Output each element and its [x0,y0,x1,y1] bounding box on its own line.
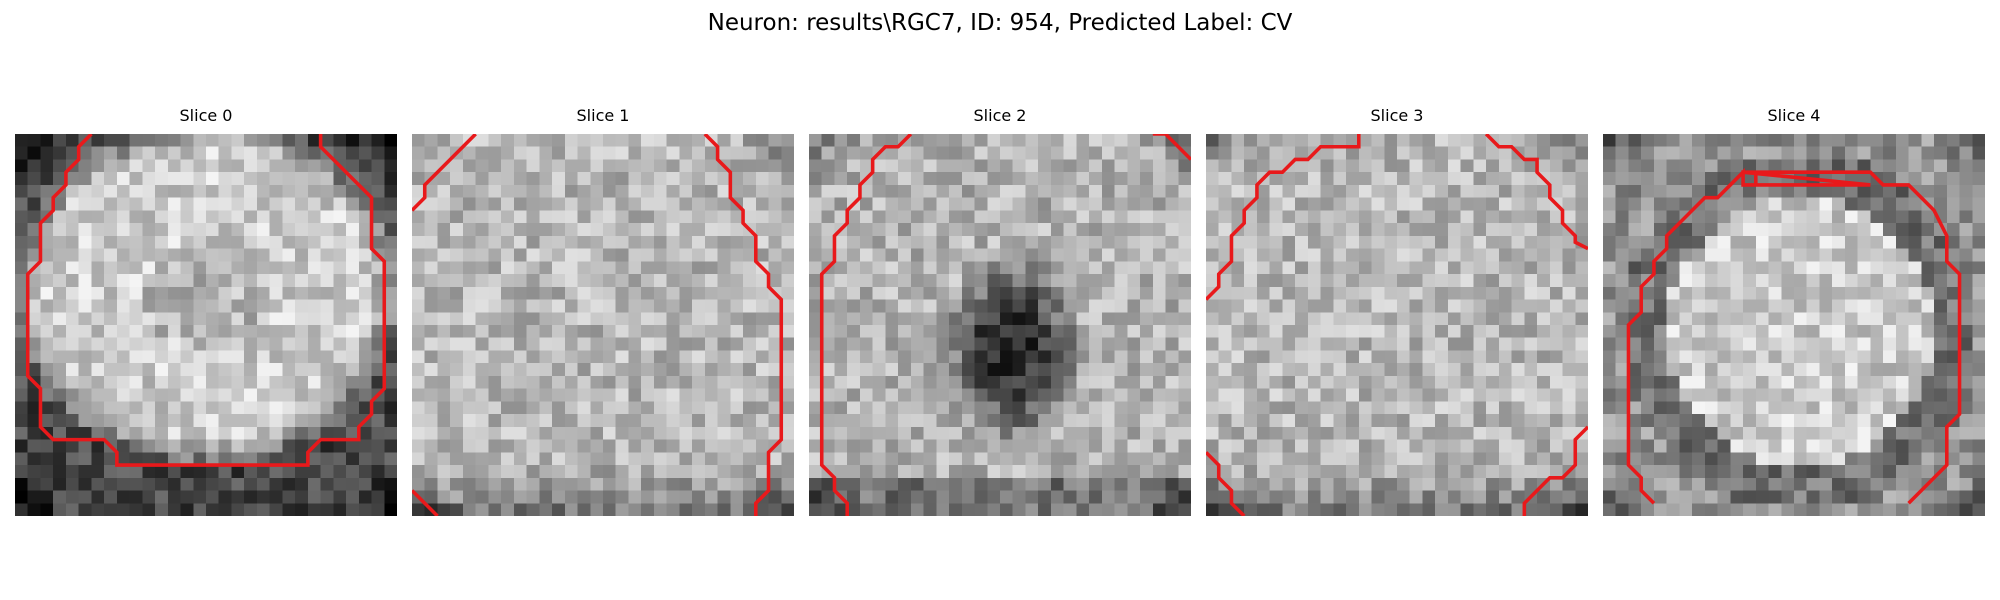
segmentation-contour [1484,134,1588,251]
slice-image-3 [1206,134,1588,516]
segmentation-contour [819,134,913,516]
slice-title-1: Slice 1 [576,106,630,125]
figure-title: Neuron: results\RGC7, ID: 954, Predicted… [707,10,1293,36]
segmentation-contour [412,134,477,212]
slice-image-0 [15,134,397,516]
slice-image-1 [412,134,794,516]
segmentation-contour [1626,167,1962,505]
segmentation-contour [703,134,784,516]
slice-title-2: Slice 2 [973,106,1027,125]
segmentation-contour [1522,425,1588,516]
slice-title-3: Slice 3 [1370,106,1424,125]
segmentation-contour [412,489,439,516]
segmentation-contour [1206,134,1361,301]
slice-panel-1: Slice 1 [412,106,794,516]
segmentation-contour [1152,134,1191,161]
slice-image-2 [809,134,1191,516]
slice-title-0: Slice 0 [179,106,233,125]
segmentation-contour [1206,451,1246,516]
slice-panel-3: Slice 3 [1206,106,1588,516]
segmentation-contour [25,134,387,467]
slice-title-4: Slice 4 [1767,106,1821,125]
slice-panel-0: Slice 0 [15,106,397,516]
slice-panel-2: Slice 2 [809,106,1191,516]
slice-panel-4: Slice 4 [1603,106,1985,516]
slice-image-4 [1603,134,1985,516]
